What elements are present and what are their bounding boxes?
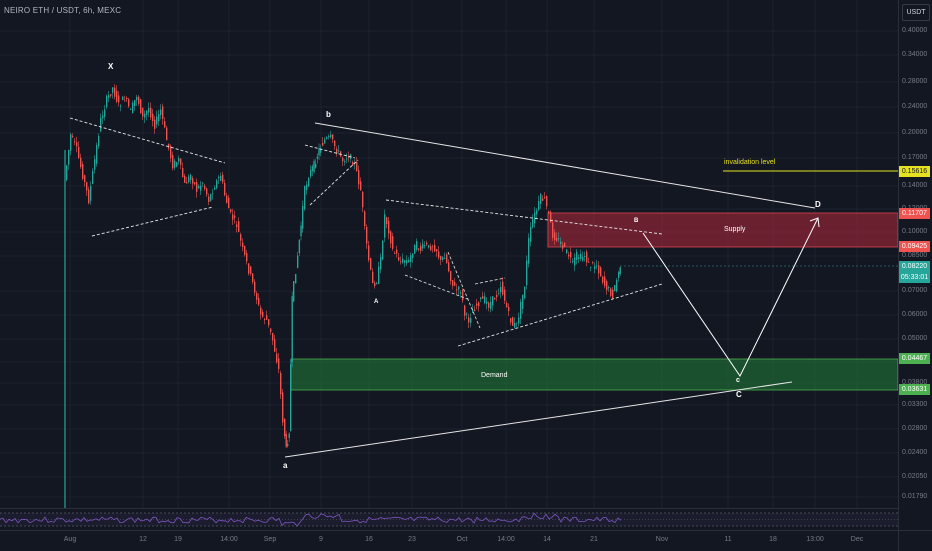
wave-label-b: b [326, 110, 331, 119]
time-axis-label: Aug [63, 536, 77, 543]
wave-label-D: D [815, 200, 821, 209]
demand-top-price-tag: 0.04467 [899, 353, 930, 364]
price-axis-label: 0.01790 [902, 493, 928, 500]
wave-label-B: B [634, 218, 639, 224]
price-chart[interactable] [0, 0, 898, 508]
price-axis-label: 0.02050 [902, 473, 928, 480]
supply-zone[interactable] [547, 212, 898, 248]
axis-corner [898, 530, 932, 551]
rsi-indicator [0, 512, 898, 527]
time-axis-label: Nov [655, 536, 669, 543]
demand-label: Demand [481, 372, 508, 379]
price-axis-label: 0.07000 [902, 287, 928, 294]
demand-bottom-price-tag: 0.03631 [899, 384, 930, 395]
time-axis-label: 19 [174, 536, 182, 543]
wave-label-x: X [108, 62, 114, 71]
time-axis-label: 21 [590, 536, 598, 543]
time-axis-label: 11 [724, 536, 732, 543]
price-axis-label: 0.17000 [902, 154, 928, 161]
price-axis-label: 0.34000 [902, 51, 928, 58]
trend-lines[interactable] [69, 117, 820, 458]
time-axis-label: Oct [456, 536, 468, 543]
chart-area[interactable]: NEIRO ETH / USDT, 6h, MEXC X b a A B c C… [0, 0, 898, 508]
price-axis-label: 0.03800 [902, 379, 928, 386]
price-axis-label: 0.03300 [902, 401, 928, 408]
price-axis-label: 0.24000 [902, 103, 928, 110]
supply-top-price-tag: 0.11707 [899, 208, 930, 219]
invalidation-label: invalidation level [724, 159, 776, 166]
wave-label-C: C [736, 390, 742, 399]
symbol-title: NEIRO ETH / USDT, 6h, MEXC [4, 6, 122, 15]
time-axis-label: 18 [769, 536, 777, 543]
price-axis-label: 0.05000 [902, 335, 928, 342]
rsi-pane[interactable] [0, 508, 898, 531]
price-axis-label: 0.02400 [902, 449, 928, 456]
currency-button[interactable]: USDT [902, 4, 930, 21]
demand-zone[interactable] [290, 358, 898, 391]
time-axis-label: 23 [408, 536, 416, 543]
time-axis-label: 14:00 [220, 536, 238, 543]
price-axis-label: 0.20000 [902, 129, 928, 136]
wave-label-A: A [374, 299, 379, 305]
supply-bottom-price-tag: 0.09425 [899, 241, 930, 252]
time-axis-label: 14:00 [497, 536, 515, 543]
price-axis-label: 0.02800 [902, 425, 928, 432]
time-axis-label: 14 [543, 536, 551, 543]
time-axis-label: 16 [365, 536, 373, 543]
price-axis-label: 0.28000 [902, 78, 928, 85]
time-axis-label: 12 [139, 536, 147, 543]
price-axis-label: 0.40000 [902, 27, 928, 34]
price-axis-label: 0.10000 [902, 228, 928, 235]
time-axis-label: 9 [319, 536, 323, 543]
countdown-tag: 05:33:01 [899, 272, 930, 283]
price-axis-label: 0.08500 [902, 252, 928, 259]
price-axis-label: 0.06000 [902, 311, 928, 318]
wave-label-c: c [736, 377, 740, 384]
time-axis-label: Sep [263, 536, 277, 543]
time-axis-label: Dec [850, 536, 864, 543]
invalidation-price-tag: 0.15616 [899, 166, 930, 177]
current-price-tag: 0.08220 [899, 261, 930, 272]
price-axis-label: 0.14000 [902, 182, 928, 189]
wave-label-a: a [283, 461, 288, 470]
supply-label: Supply [724, 226, 746, 233]
time-axis[interactable] [0, 530, 898, 551]
time-axis-label: 13:00 [806, 536, 824, 543]
candles [66, 84, 621, 449]
